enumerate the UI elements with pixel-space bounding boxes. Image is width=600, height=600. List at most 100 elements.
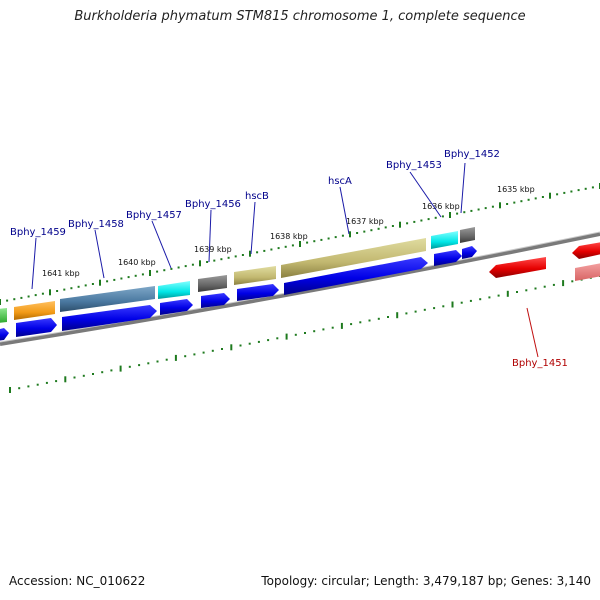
minor-tick — [170, 267, 173, 270]
minor-tick — [534, 287, 537, 290]
minor-tick — [460, 301, 463, 304]
minor-tick — [456, 212, 459, 215]
gene-label-hsca[interactable]: hscA — [328, 176, 352, 187]
minor-tick — [327, 237, 330, 240]
feature-orange[interactable] — [14, 301, 55, 320]
minor-tick — [70, 287, 73, 290]
major-tick — [230, 344, 233, 351]
genome-summary-text: Topology: circular; Length: 3,479,187 bp… — [261, 574, 591, 588]
major-tick — [299, 241, 301, 247]
feature-gray-1452[interactable] — [460, 227, 475, 243]
minor-tick — [571, 280, 574, 283]
cds-arrow[interactable] — [462, 246, 477, 259]
minor-tick — [434, 216, 437, 219]
scale-label-1640: 1640 kbp — [118, 258, 156, 267]
gene-label-bphy-1456[interactable]: Bphy_1456 — [185, 199, 241, 210]
minor-tick — [213, 259, 216, 262]
minor-tick — [84, 284, 87, 287]
cds-arrow[interactable] — [160, 299, 193, 315]
minor-tick — [211, 349, 214, 352]
major-tick — [49, 289, 51, 296]
major-tick — [64, 376, 67, 383]
minor-tick — [484, 207, 487, 210]
minor-tick — [442, 305, 445, 308]
minor-tick — [248, 342, 251, 345]
accession-text: Accession: NC_010622 — [9, 574, 146, 588]
gene-label-bphy-1458[interactable]: Bphy_1458 — [68, 219, 124, 230]
minor-tick — [193, 353, 196, 356]
minor-tick — [420, 219, 423, 222]
major-tick — [0, 299, 1, 305]
minor-tick — [63, 288, 66, 291]
minor-tick — [234, 255, 237, 258]
cds-arrow-reverse[interactable] — [489, 257, 546, 278]
minor-tick — [370, 229, 373, 232]
minor-tick — [263, 249, 266, 252]
gene-label-bphy-1451[interactable]: Bphy_1451 — [512, 358, 568, 369]
major-tick — [451, 301, 454, 308]
major-tick — [199, 260, 201, 267]
minor-tick — [313, 330, 316, 333]
minor-tick — [341, 234, 344, 237]
cds-arrow[interactable] — [62, 305, 157, 331]
cds-arrow-reverse[interactable] — [572, 242, 600, 259]
minor-tick — [552, 283, 555, 286]
minor-tick — [441, 215, 444, 218]
minor-tick — [516, 291, 518, 293]
minor-tick — [177, 266, 180, 269]
minor-tick — [267, 339, 270, 342]
gene-label-hscb[interactable]: hscB — [245, 191, 269, 202]
minor-tick — [377, 227, 380, 230]
minor-tick — [34, 294, 37, 297]
cds-arrow[interactable] — [201, 293, 230, 308]
minor-tick — [156, 360, 159, 363]
minor-tick — [463, 211, 466, 214]
minor-tick — [491, 205, 494, 208]
gene-label-bphy-1459[interactable]: Bphy_1459 — [10, 227, 66, 238]
cds-arrow[interactable] — [237, 284, 279, 301]
feature-cyan-1453[interactable] — [431, 231, 458, 249]
minor-tick — [541, 196, 544, 198]
minor-tick — [320, 238, 323, 241]
feature-gray-1456[interactable] — [198, 275, 227, 292]
feature-steel-blue[interactable] — [60, 286, 155, 312]
scale-label-1638: 1638 kbp — [270, 232, 308, 241]
minor-tick — [513, 201, 516, 204]
feature-cyan-1457[interactable] — [158, 281, 190, 299]
feature-khaki-hsca[interactable] — [281, 238, 426, 278]
feature-green[interactable] — [0, 308, 7, 323]
minor-tick — [165, 358, 168, 361]
minor-tick — [304, 332, 306, 334]
minor-tick — [584, 187, 587, 190]
gene-label-bphy-1453[interactable]: Bphy_1453 — [386, 160, 442, 171]
minor-tick — [423, 308, 426, 311]
cds-arrow-reverse-faded[interactable] — [575, 263, 600, 281]
cds-arrow[interactable] — [284, 257, 428, 295]
minor-tick — [241, 254, 244, 256]
minor-tick — [563, 191, 566, 194]
minor-tick — [36, 383, 39, 386]
minor-tick — [257, 340, 260, 343]
gene-label-bphy-1457[interactable]: Bphy_1457 — [126, 210, 182, 221]
minor-tick — [405, 312, 408, 315]
minor-tick — [387, 316, 389, 318]
minor-tick — [56, 290, 59, 292]
cds-arrow[interactable] — [434, 250, 462, 266]
gene-label-bphy-1452[interactable]: Bphy_1452 — [444, 149, 500, 160]
major-tick — [9, 387, 11, 393]
minor-tick — [497, 294, 500, 297]
cds-arrow[interactable] — [0, 328, 9, 341]
cds-arrow[interactable] — [16, 318, 57, 337]
minor-tick — [184, 355, 187, 358]
feature-track — [0, 227, 475, 323]
reverse-cds-track — [489, 242, 600, 281]
minor-tick — [284, 245, 287, 248]
minor-tick — [291, 244, 294, 247]
minor-tick — [239, 344, 242, 347]
minor-tick — [13, 298, 16, 301]
feature-khaki-hscb[interactable] — [234, 266, 276, 285]
major-tick — [506, 290, 509, 297]
minor-tick — [406, 222, 409, 225]
minor-tick — [77, 285, 80, 288]
minor-tick — [256, 251, 259, 254]
